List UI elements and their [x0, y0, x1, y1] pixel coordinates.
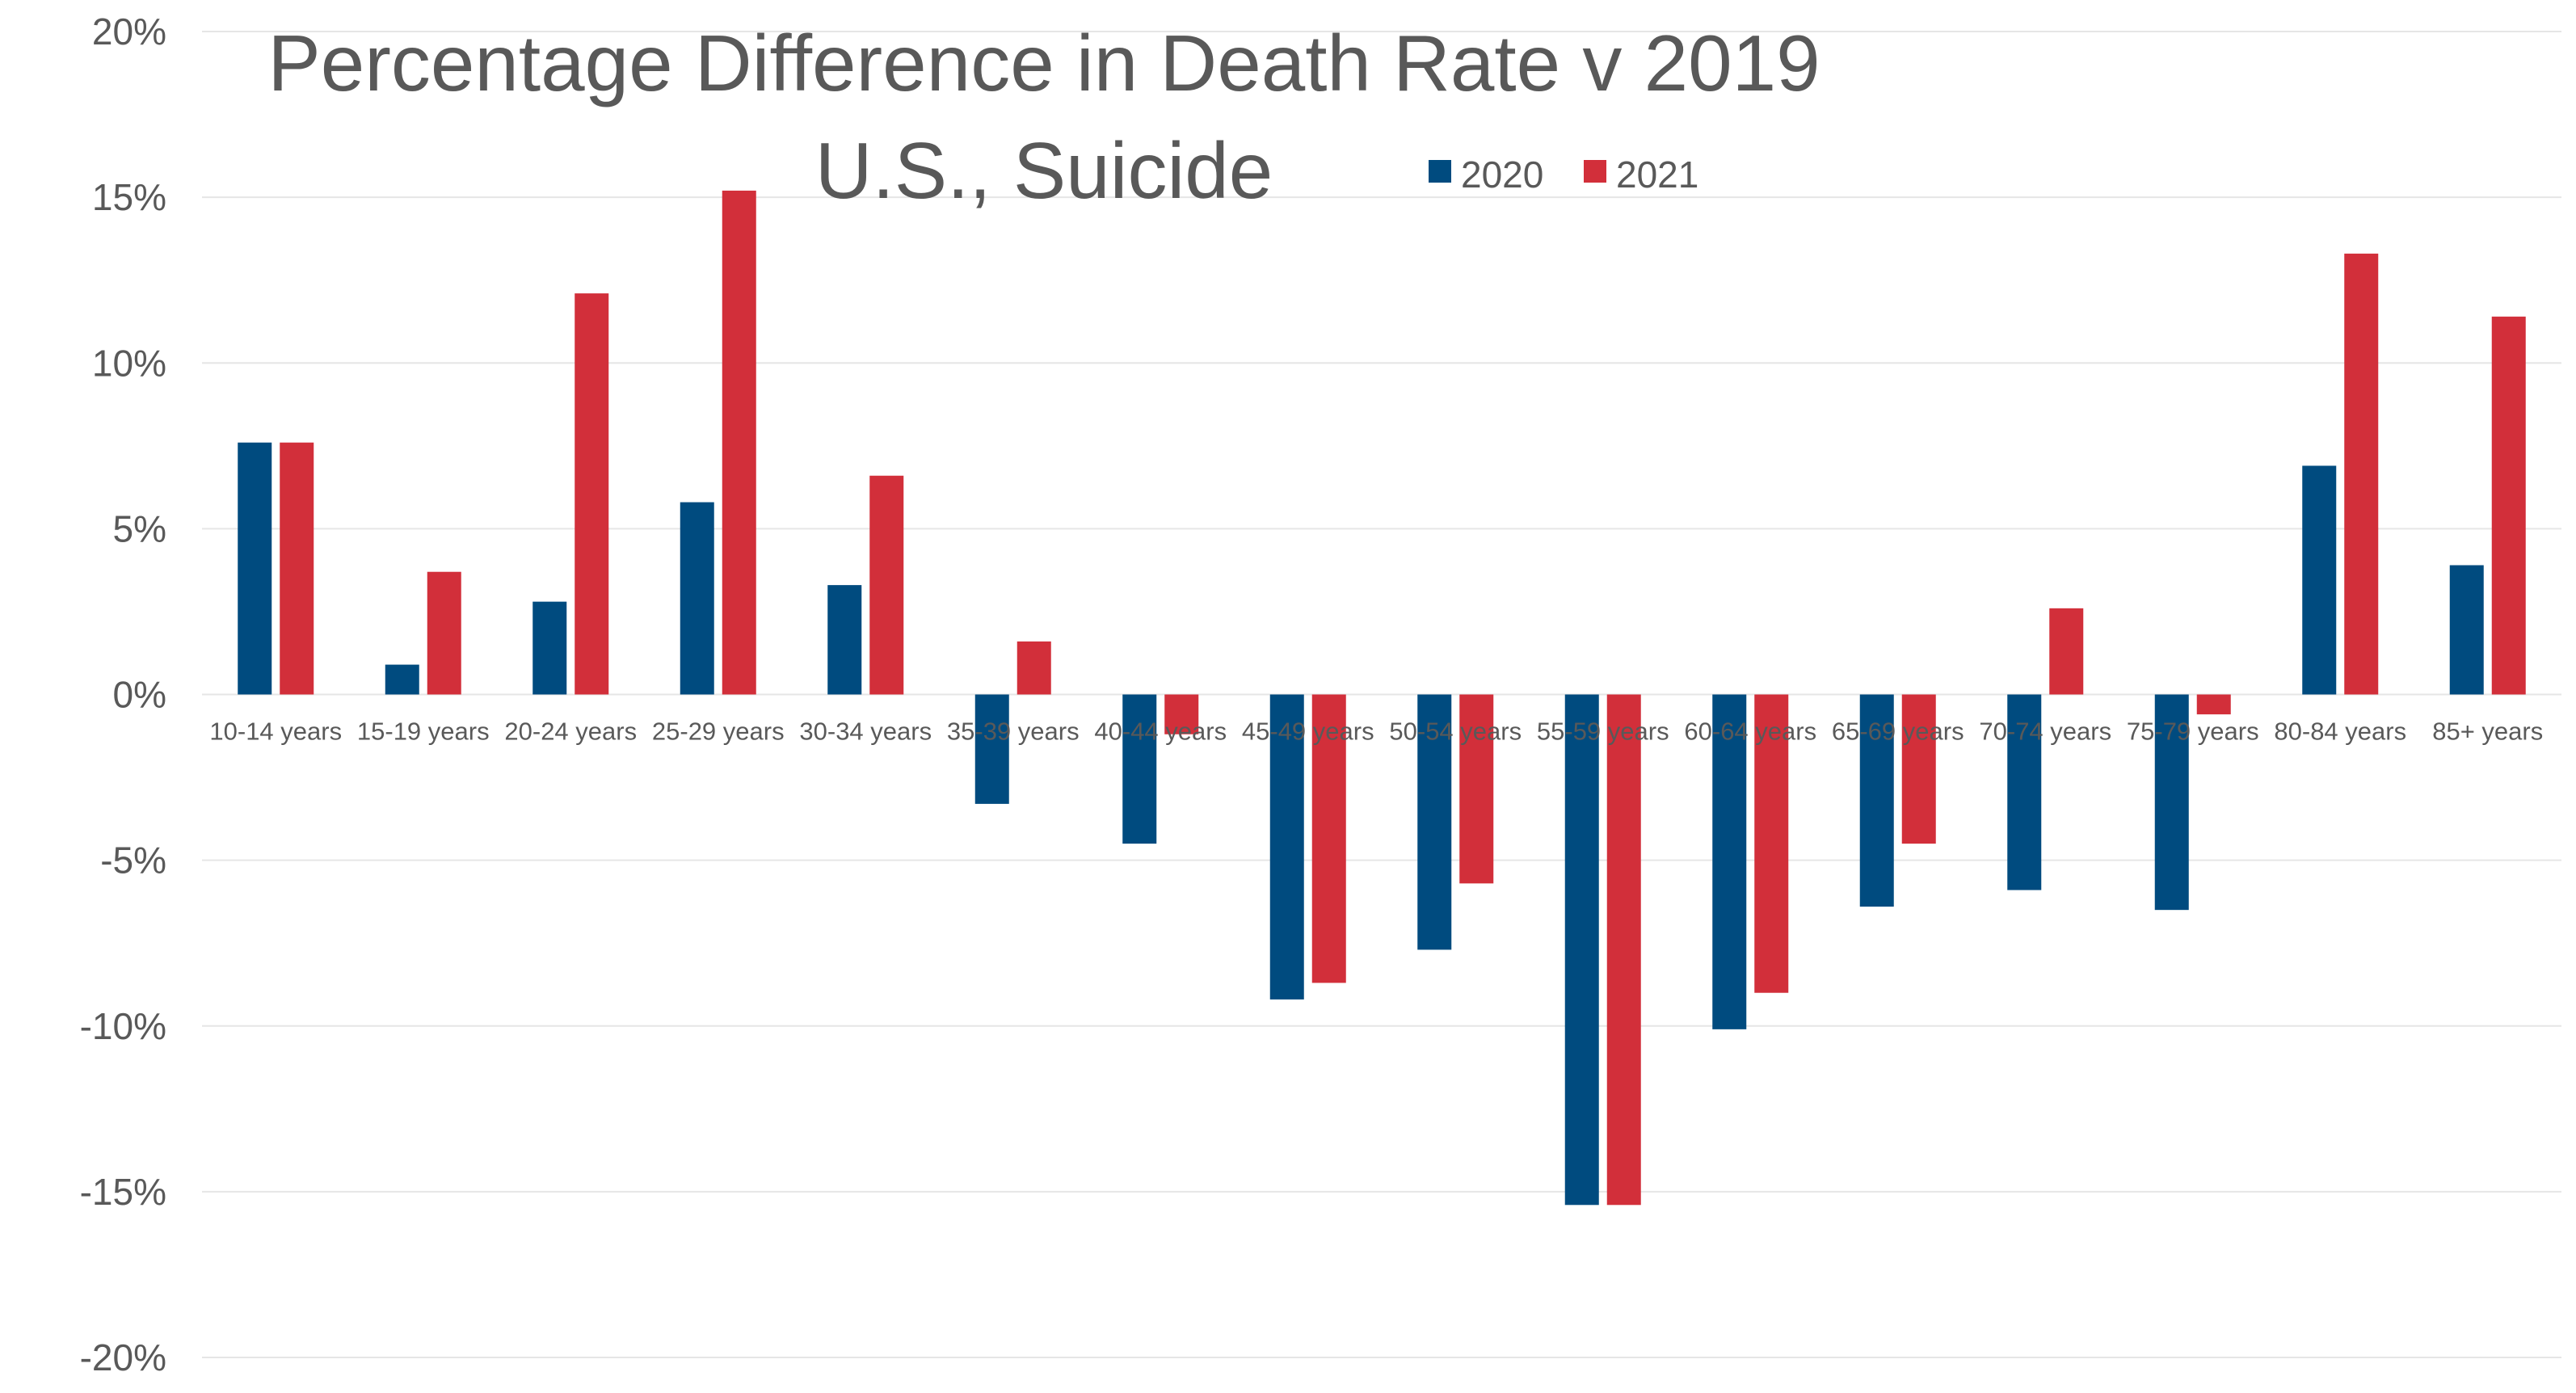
- x-tick-label: 65-69 years: [1832, 718, 1964, 746]
- bar-2020-2: [385, 664, 419, 695]
- bar-2020-11: [1712, 694, 1747, 1029]
- x-axis-ticks: 10-14 years 15-19 years 20-24 years 25-29 y…: [209, 718, 2543, 746]
- bar-2020-16: [2449, 565, 2484, 695]
- bar-2020-8: [1269, 694, 1304, 1000]
- bar-2020-5: [827, 585, 862, 695]
- x-tick-label: 75-79 years: [2127, 718, 2259, 746]
- x-tick-label: 10-14 years: [209, 718, 342, 746]
- legend-swatch-2021: [1584, 160, 1606, 183]
- bar-2020-1: [238, 442, 272, 695]
- legend-label-2020: 2020: [1461, 154, 1543, 196]
- bar-2021-2: [427, 571, 461, 695]
- bar-2020-7: [1122, 694, 1157, 844]
- x-tick-label: 40-44 years: [1094, 718, 1227, 746]
- chart-title-line-1: Percentage Difference in Death Rate v 20…: [267, 19, 1820, 107]
- x-tick-label: 45-49 years: [1242, 718, 1374, 746]
- legend: 2020 2021: [1429, 154, 1698, 196]
- y-tick-label: 5%: [113, 507, 166, 549]
- y-tick-label: -5%: [100, 840, 166, 882]
- bar-2020-10: [1564, 694, 1599, 1206]
- chart-title-line-2: U.S., Suicide: [815, 126, 1273, 215]
- x-tick-label: 35-39 years: [947, 718, 1080, 746]
- y-tick-label: 20%: [92, 11, 166, 53]
- bar-2020-4: [680, 502, 714, 695]
- bar-2021-16: [2491, 316, 2526, 695]
- y-tick-label: -10%: [80, 1005, 166, 1047]
- bar-2020-12: [1859, 694, 1894, 907]
- x-tick-label: 70-74 years: [1979, 718, 2111, 746]
- y-tick-label: 15%: [92, 176, 166, 218]
- x-tick-label: 25-29 years: [652, 718, 785, 746]
- bar-2021-4: [722, 190, 756, 695]
- y-tick-label: -20%: [80, 1336, 166, 1378]
- bar-2021-13: [2049, 608, 2084, 695]
- bars: [238, 190, 2526, 1206]
- y-tick-label: 10%: [92, 342, 166, 384]
- x-tick-label: 80-84 years: [2274, 718, 2406, 746]
- bar-2021-1: [280, 442, 314, 695]
- x-tick-label: 15-19 years: [357, 718, 490, 746]
- x-tick-label: 30-34 years: [799, 718, 932, 746]
- bar-2021-14: [2196, 694, 2231, 715]
- x-tick-label: 50-54 years: [1389, 718, 1522, 746]
- bar-2021-5: [869, 475, 904, 695]
- x-tick-label: 20-24 years: [504, 718, 637, 746]
- y-tick-label: 0%: [113, 674, 166, 716]
- bar-2021-8: [1311, 694, 1346, 983]
- x-tick-label: 60-64 years: [1684, 718, 1816, 746]
- bar-2020-14: [2154, 694, 2189, 911]
- bar-2020-15: [2302, 465, 2337, 695]
- bar-2021-12: [1901, 694, 1936, 844]
- bar-2021-11: [1754, 694, 1789, 993]
- bar-2020-9: [1417, 694, 1452, 950]
- legend-swatch-2020: [1429, 160, 1451, 183]
- x-tick-label: 55-59 years: [1537, 718, 1669, 746]
- bar-2020-3: [532, 601, 567, 695]
- bar-2021-7: [1164, 694, 1199, 734]
- y-tick-label: -15%: [80, 1171, 166, 1213]
- legend-label-2021: 2021: [1616, 154, 1698, 196]
- bar-2020-6: [974, 694, 1009, 804]
- bar-2021-9: [1459, 694, 1494, 884]
- bar-2021-6: [1017, 641, 1051, 695]
- x-tick-label: 85+ years: [2432, 718, 2543, 746]
- bar-2021-3: [575, 293, 609, 695]
- y-axis-ticks: 20% 15% 10% 5% 0% -5% -10% -15% -20%: [80, 11, 166, 1378]
- bar-2020-13: [2007, 694, 2042, 890]
- bar-2021-10: [1606, 694, 1641, 1206]
- bar-2021-15: [2344, 253, 2379, 695]
